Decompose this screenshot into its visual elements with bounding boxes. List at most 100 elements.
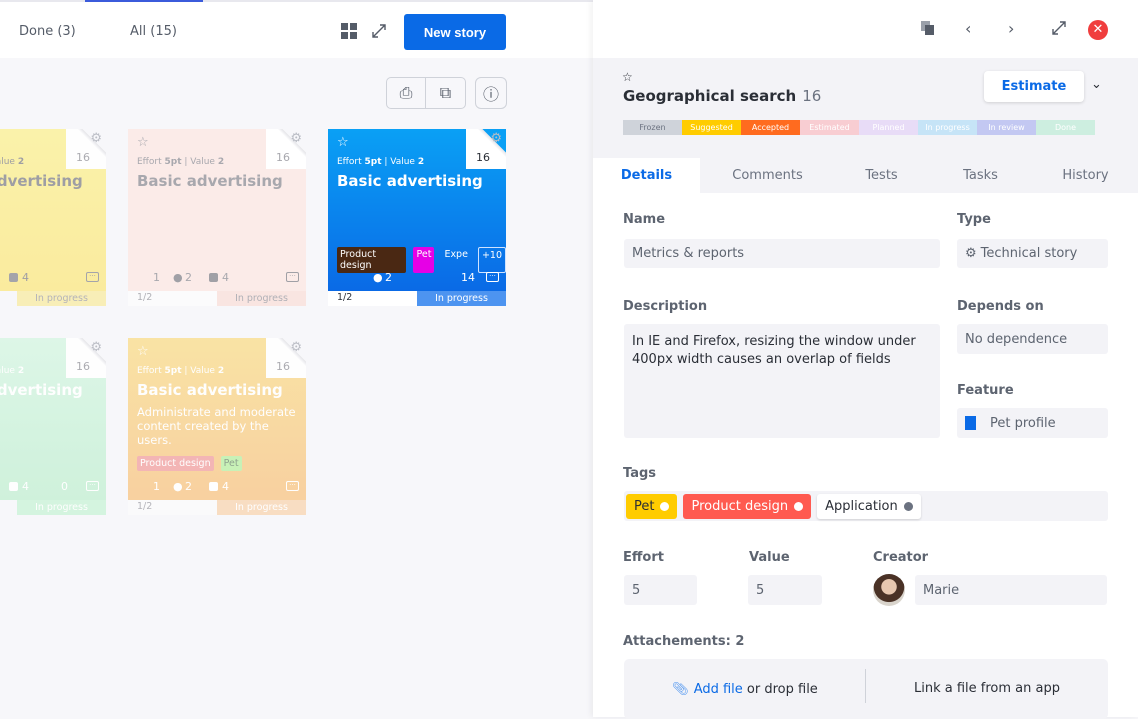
tag[interactable]: Product design [337,247,407,273]
story-number: 16 [476,151,490,164]
type-select[interactable]: ⚙ Technical story [957,239,1108,268]
status-stage[interactable]: In progress [918,120,977,135]
more-icon[interactable]: ··· [86,481,99,491]
feature-select[interactable]: Pet profile [957,408,1108,438]
tag-pill[interactable]: Product design [683,493,812,519]
checks-count: 4 [22,271,29,284]
gear-icon[interactable]: ⚙ [490,131,502,146]
checkbox-icon [9,273,18,282]
effort-value-meta: Effort 5pt | Value 2 [137,157,224,167]
tab-tests[interactable]: Tests [865,168,898,183]
status-stage[interactable]: Accepted [741,120,800,135]
more-icon[interactable]: ··· [286,272,299,282]
tag-pill[interactable]: Pet [626,493,678,519]
gear-icon[interactable]: ⚙ [290,131,302,146]
copy-icon[interactable] [920,20,936,40]
more-icon[interactable]: ··· [486,272,499,282]
next-icon[interactable]: › [1008,19,1015,38]
comment-icon: ● [173,480,183,493]
star-icon[interactable]: ☆ [337,135,349,150]
gear-icon[interactable]: ⚙ [290,340,302,355]
drop-file-text: or drop file [742,681,818,697]
name-label: Name [623,212,666,227]
card-footer: In progress [0,291,106,306]
comments-count: 2 [185,271,192,284]
card-title: Basic advertising [137,172,283,190]
link-file-from-app-button[interactable]: Link a file from an app [914,681,1060,696]
board-actions: ⎙ ⧉ [386,77,466,109]
tab-details[interactable]: Details [593,158,700,193]
depends-on-select[interactable]: No dependence [957,324,1108,354]
effort-label: Effort [337,157,365,167]
card-description: Administrate and moderate content create… [137,405,296,447]
tag[interactable]: Expe [444,249,468,260]
status-label: In progress [217,291,306,306]
info-button[interactable]: ⓘ [475,77,507,109]
effort-input[interactable]: 5 [624,575,697,605]
status-stage[interactable]: In review [977,120,1036,135]
fullscreen-icon[interactable] [1051,20,1067,40]
more-icon[interactable]: ··· [86,272,99,282]
tag-label: Pet [634,498,655,514]
tab-comments[interactable]: Comments [732,168,803,183]
tags-input[interactable]: Pet Product design Application [624,491,1108,521]
effort-value: 5pt [364,157,382,167]
effort-value: 5pt [164,366,182,376]
tab-all[interactable]: All (15) [130,24,177,39]
external-link-icon[interactable]: ⧉ [439,83,452,102]
favorite-star-icon[interactable]: ☆ [622,70,633,84]
tab-done[interactable]: Done (3) [19,24,76,39]
feature-label: Feature [957,383,1014,398]
tag[interactable]: +10 [477,247,506,273]
previous-icon[interactable]: ‹ [965,19,972,38]
type-label: Type [957,212,991,227]
story-number: 16 [76,151,90,164]
story-number: 16 [76,360,90,373]
card-footer: 1/2 In progress [328,291,506,306]
status-stage[interactable]: Suggested [682,120,741,135]
status-stage[interactable]: Estimated [800,120,859,135]
story-header: ☆ Geographical search 16 Estimate ⌄ Froze… [593,58,1138,193]
tag-pill[interactable]: Application [817,493,921,519]
tags-label: Tags [623,466,657,481]
value-input[interactable]: 5 [748,575,822,605]
folded-corner [266,338,306,378]
star-icon[interactable]: ☆ [137,344,149,359]
checkbox-icon [9,482,18,491]
close-icon[interactable]: ✕ [1088,20,1108,40]
name-input[interactable]: Metrics & reports [624,239,940,268]
tab-history[interactable]: History [1062,168,1109,183]
card-tags: Product design Pet [137,456,242,471]
grid-view-icon[interactable] [341,23,357,43]
new-story-button[interactable]: New story [404,14,506,50]
description-label: Description [623,299,708,314]
effort-label: Effort [137,366,165,376]
attachments-dropzone[interactable]: 📎︎ Add file or drop file Link a file fro… [624,659,1108,719]
chevron-down-icon[interactable]: ⌄ [1091,77,1102,92]
gear-icon[interactable]: ⚙ [90,340,102,355]
story-number: 16 [802,87,822,105]
status-stage[interactable]: Done [1036,120,1095,135]
card-title: Basic advertising [137,381,283,399]
status-label: In progress [417,291,506,306]
description-textarea[interactable]: In IE and Firefox, resizing the window u… [624,324,940,438]
status-stage[interactable]: Frozen [623,120,682,135]
status-stage[interactable]: Planned [859,120,918,135]
expand-icon[interactable] [371,23,387,43]
star-icon[interactable]: ☆ [137,135,149,150]
gear-icon[interactable]: ⚙ [90,131,102,146]
more-icon[interactable]: ··· [286,481,299,491]
tag[interactable]: Pet [413,247,435,273]
print-icon[interactable]: ⎙ [387,78,426,108]
tag[interactable]: Pet [220,456,242,471]
estimate-button[interactable]: Estimate [984,71,1084,102]
tab-tasks[interactable]: Tasks [963,168,998,183]
add-file-link[interactable]: Add file [693,681,743,697]
card-footer: In progress [0,500,106,515]
tag[interactable]: Product design [137,456,214,471]
